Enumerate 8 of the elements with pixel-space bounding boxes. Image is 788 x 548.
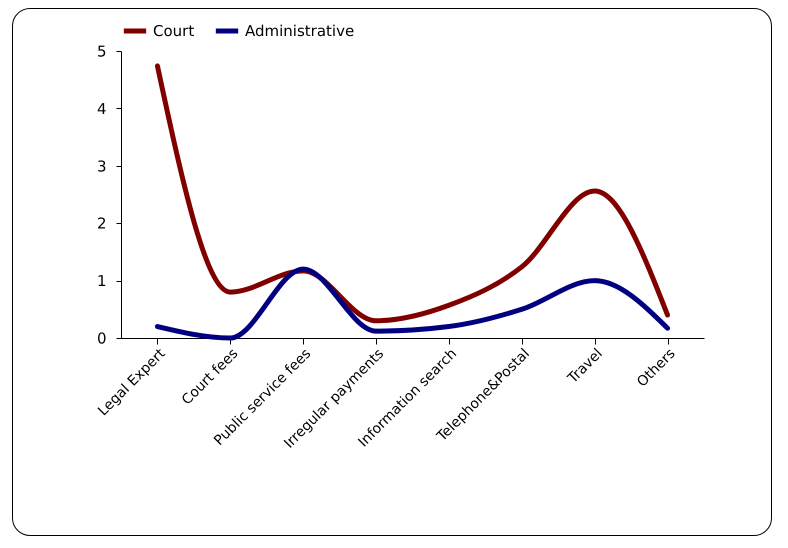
y-tick-label: 5 — [96, 42, 106, 60]
y-tick-label: 0 — [96, 330, 106, 348]
y-tick-label: 4 — [96, 100, 106, 118]
y-tick-label: 2 — [96, 214, 106, 233]
y-tick-label: 3 — [96, 157, 106, 176]
legend-label: Administrative — [245, 22, 354, 40]
y-tick-label: 1 — [96, 272, 106, 290]
legend-label: Court — [153, 22, 194, 40]
